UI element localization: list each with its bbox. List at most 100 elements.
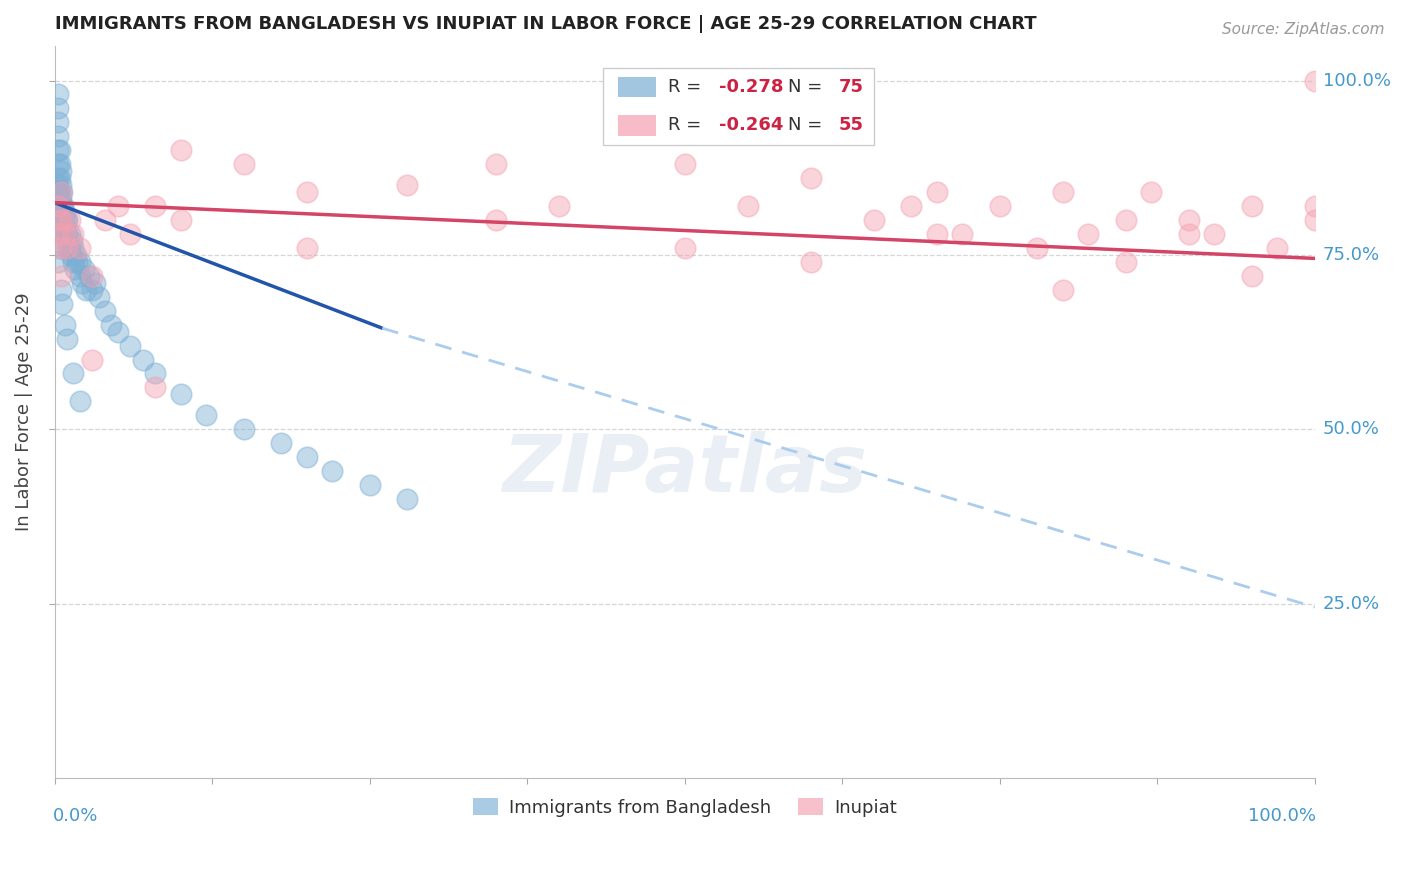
Point — [46, 157, 69, 171]
Point — [51, 213, 73, 227]
Text: 75.0%: 75.0% — [1323, 246, 1381, 264]
Point — [46, 227, 69, 241]
Point — [62, 227, 84, 241]
Point — [49, 283, 72, 297]
Text: Source: ZipAtlas.com: Source: ZipAtlas.com — [1222, 22, 1385, 37]
Point — [48, 213, 70, 227]
Point — [673, 241, 696, 255]
Point — [1303, 199, 1326, 213]
Point — [1115, 213, 1137, 227]
Point — [82, 352, 104, 367]
Point — [48, 143, 70, 157]
Point — [484, 213, 506, 227]
Point — [63, 261, 86, 276]
Point — [52, 227, 75, 241]
Point — [46, 115, 69, 129]
Point — [46, 199, 69, 213]
Point — [46, 129, 69, 144]
Point — [143, 367, 166, 381]
Text: N =: N = — [787, 78, 828, 95]
Point — [56, 227, 79, 241]
Point — [1077, 227, 1099, 241]
Point — [62, 255, 84, 269]
Point — [46, 102, 69, 116]
Y-axis label: In Labor Force | Age 25-29: In Labor Force | Age 25-29 — [15, 293, 32, 531]
Point — [48, 213, 70, 227]
Point — [1265, 241, 1288, 255]
Point — [270, 436, 292, 450]
Point — [66, 255, 89, 269]
Text: 0.0%: 0.0% — [53, 807, 98, 825]
Text: 100.0%: 100.0% — [1323, 71, 1391, 89]
Point — [94, 213, 117, 227]
Point — [800, 255, 823, 269]
Point — [232, 157, 254, 171]
Point — [69, 268, 91, 283]
Point — [950, 227, 973, 241]
Point — [1140, 185, 1163, 199]
Point — [1177, 213, 1199, 227]
Point — [49, 192, 72, 206]
Text: IMMIGRANTS FROM BANGLADESH VS INUPIAT IN LABOR FORCE | AGE 25-29 CORRELATION CHA: IMMIGRANTS FROM BANGLADESH VS INUPIAT IN… — [55, 15, 1036, 33]
Point — [169, 387, 191, 401]
Point — [56, 241, 79, 255]
Point — [59, 241, 82, 255]
Text: ZIPatlas: ZIPatlas — [502, 432, 868, 509]
Point — [988, 199, 1011, 213]
Point — [51, 297, 73, 311]
Point — [48, 171, 70, 186]
Point — [900, 199, 922, 213]
Point — [1202, 227, 1225, 241]
Text: 55: 55 — [838, 116, 863, 135]
Point — [925, 227, 948, 241]
Point — [737, 199, 759, 213]
Point — [70, 276, 93, 290]
Point — [100, 318, 122, 332]
Point — [295, 185, 318, 199]
Point — [800, 171, 823, 186]
Point — [52, 199, 75, 213]
Point — [56, 332, 79, 346]
Point — [132, 352, 155, 367]
Point — [69, 255, 91, 269]
Text: -0.264: -0.264 — [718, 116, 783, 135]
Point — [49, 206, 72, 220]
Point — [49, 219, 72, 234]
Point — [59, 248, 82, 262]
Point — [49, 178, 72, 193]
Point — [56, 241, 79, 255]
Point — [53, 227, 76, 241]
Point — [120, 227, 142, 241]
Point — [1052, 283, 1074, 297]
Point — [396, 491, 419, 506]
Point — [52, 213, 75, 227]
Point — [321, 464, 343, 478]
Point — [143, 380, 166, 394]
Text: 100.0%: 100.0% — [1249, 807, 1316, 825]
Point — [46, 192, 69, 206]
Text: 50.0%: 50.0% — [1323, 420, 1379, 438]
Point — [46, 178, 69, 193]
Point — [56, 213, 79, 227]
Text: 75: 75 — [838, 78, 863, 95]
Text: -0.278: -0.278 — [718, 78, 783, 95]
Point — [295, 241, 318, 255]
Point — [48, 157, 70, 171]
Point — [1240, 199, 1263, 213]
Point — [194, 409, 217, 423]
Point — [46, 255, 69, 269]
Point — [107, 199, 129, 213]
Point — [1303, 73, 1326, 87]
Point — [69, 394, 91, 409]
Point — [59, 213, 82, 227]
Point — [62, 367, 84, 381]
Point — [547, 199, 569, 213]
Point — [46, 87, 69, 102]
Point — [48, 199, 70, 213]
Point — [107, 325, 129, 339]
Point — [169, 143, 191, 157]
Point — [72, 261, 94, 276]
Point — [59, 227, 82, 241]
Point — [48, 241, 70, 255]
Point — [46, 185, 69, 199]
